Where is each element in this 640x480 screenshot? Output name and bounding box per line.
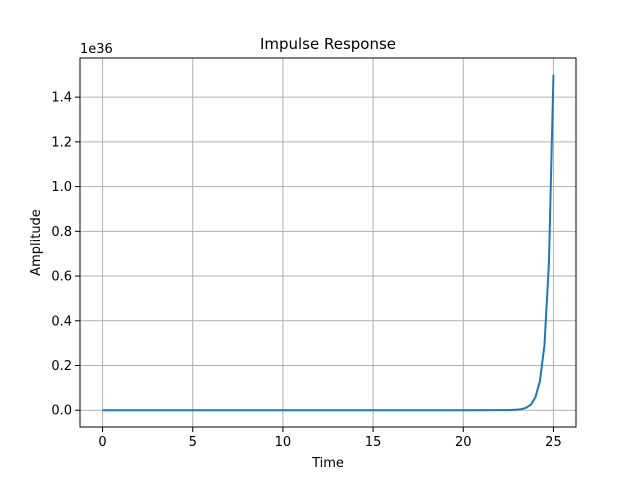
x-tick-label: 5 [189, 435, 197, 450]
x-tick-label: 15 [365, 435, 382, 450]
series-layer [102, 74, 555, 412]
y-tick-label: 1.0 [51, 180, 72, 195]
plot-frame [79, 57, 577, 428]
y-axis-label: Amplitude [29, 209, 44, 276]
y-axis-offset-label: 1e36 [80, 42, 113, 57]
y-tick-label: 1.4 [51, 91, 72, 106]
y-tick-label: 0.8 [51, 225, 72, 240]
grid [80, 58, 576, 427]
y-tick-label: 0.6 [51, 270, 72, 285]
ticks: 0 5 10 15 20 25 0.0 0.2 0.4 0.6 0.8 1.0 1.2 1.4 [51, 91, 561, 450]
chart-title: Impulse Response [260, 35, 396, 53]
series-line [102, 74, 555, 412]
x-tick-label: 10 [275, 435, 292, 450]
x-tick-label: 25 [545, 435, 562, 450]
y-tick-label: 0.0 [51, 404, 72, 419]
x-tick-label: 20 [455, 435, 472, 450]
y-tick-label: 0.2 [51, 359, 72, 374]
y-tick-label: 1.2 [51, 135, 72, 150]
x-axis-label: Time [311, 456, 344, 471]
x-tick-label: 0 [98, 435, 106, 450]
y-tick-label: 0.4 [51, 314, 72, 329]
